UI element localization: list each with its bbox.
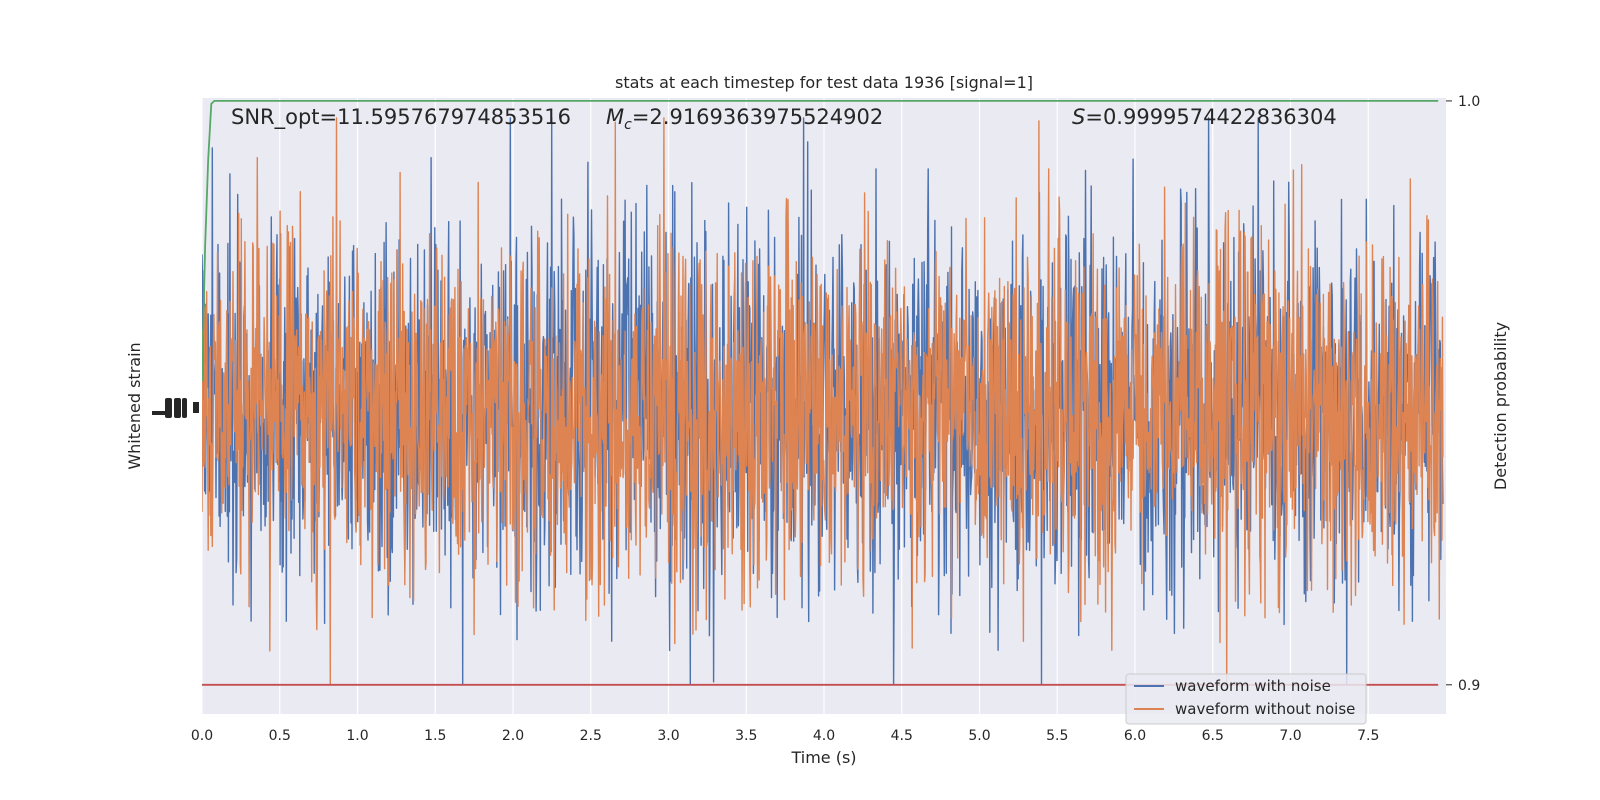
right-y-ticks: 0.9 1.0	[1446, 94, 1480, 694]
x-tick-label: 5.5	[1046, 728, 1068, 744]
chirp-mass-subscript: c	[624, 117, 632, 133]
x-tick-label: 0.0	[191, 728, 213, 744]
x-tick-label: 3.5	[735, 728, 757, 744]
right-y-tick-label: 1.0	[1458, 94, 1480, 110]
right-y-axis-label: Detection probability	[1491, 322, 1510, 490]
chirp-mass-symbol: M	[606, 105, 624, 129]
score-value: =0.9999574422836304	[1085, 105, 1336, 129]
x-tick-label: 7.0	[1279, 728, 1301, 744]
x-tick-label: 7.5	[1357, 728, 1379, 744]
x-tick-label: 4.0	[813, 728, 835, 744]
snr-annotation: SNR_opt=11.595767974853516	[231, 105, 571, 130]
x-axis-label: Time (s)	[790, 748, 856, 767]
x-tick-label: 5.0	[968, 728, 990, 744]
legend: waveform with noise waveform without noi…	[1125, 673, 1367, 725]
left-y-axis-label: Whitened strain	[125, 342, 144, 469]
x-tick-label: 6.0	[1124, 728, 1146, 744]
series-line-1	[202, 117, 1444, 685]
chirp-mass-value: =2.9169363975524902	[632, 105, 883, 129]
x-ticks: 0.0 0.5 1.0 1.5 2.0 2.5 3.0 3.5 4.0 4.5 5.0 5.5 6.0 6…	[191, 728, 1380, 744]
x-tick-label: 2.0	[502, 728, 524, 744]
chirp-mass-annotation: Mc=2.9169363975524902	[606, 105, 883, 133]
score-annotation: S=0.9999574422836304	[1072, 105, 1337, 129]
x-tick-label: 1.5	[424, 728, 446, 744]
legend-label-noisy: waveform with noise	[1175, 677, 1331, 695]
x-tick-label: 1.0	[346, 728, 368, 744]
legend-box	[1125, 673, 1367, 725]
left-y-tick-cluster	[152, 398, 199, 418]
right-y-tick-label: 0.9	[1458, 678, 1480, 694]
score-symbol: S	[1072, 105, 1085, 129]
x-tick-label: 6.5	[1202, 728, 1224, 744]
x-tick-label: 3.0	[657, 728, 679, 744]
chart-title: stats at each timestep for test data 193…	[615, 73, 1033, 92]
x-tick-label: 4.5	[891, 728, 913, 744]
x-tick-label: 2.5	[580, 728, 602, 744]
series-line-2	[202, 100, 1439, 382]
x-tick-label: 0.5	[269, 728, 291, 744]
legend-label-clean: waveform without noise	[1175, 700, 1355, 718]
